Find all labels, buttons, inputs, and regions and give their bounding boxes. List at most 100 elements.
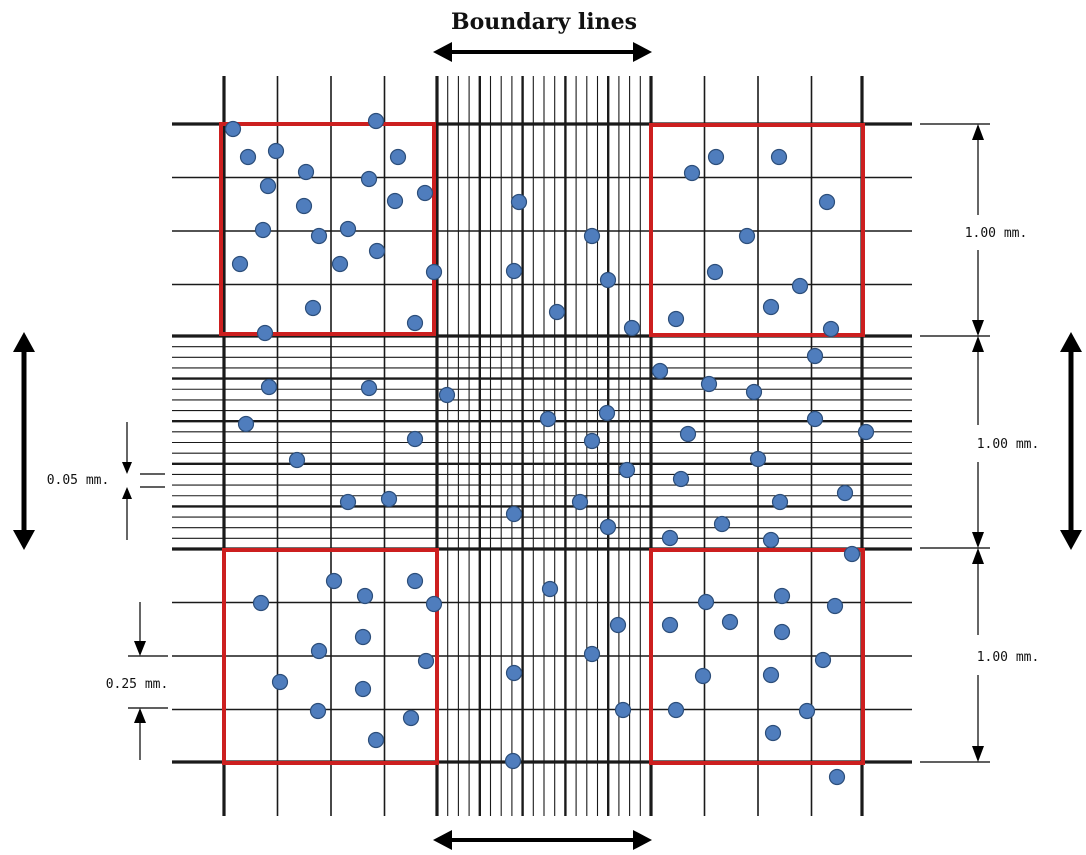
cell-dot: [310, 642, 328, 660]
cell-dot: [425, 595, 443, 613]
cell-dot: [836, 484, 854, 502]
cell-dot: [857, 423, 875, 441]
dimension-label-bottom: 1.00 mm.: [977, 650, 1040, 665]
cell-dot: [254, 221, 272, 239]
cell-dot: [360, 379, 378, 397]
cell-dot: [773, 587, 791, 605]
cell-dot: [583, 645, 601, 663]
cell-dot: [267, 142, 285, 160]
cell-dot: [386, 192, 404, 210]
cell-dot: [843, 545, 861, 563]
counting-square-top-right: [649, 123, 865, 337]
cell-dot: [417, 652, 435, 670]
cell-dot: [252, 594, 270, 612]
cell-dot: [661, 616, 679, 634]
cell-dot: [806, 410, 824, 428]
cell-dot: [791, 277, 809, 295]
cell-dot: [510, 193, 528, 211]
cell-dot: [339, 493, 357, 511]
cell-dot: [288, 451, 306, 469]
cell-dot: [505, 664, 523, 682]
cell-dot: [749, 450, 767, 468]
cell-dot: [618, 461, 636, 479]
double-arrow-horizontal-icon: [433, 42, 652, 62]
cell-dot: [771, 493, 789, 511]
cells: [224, 112, 875, 786]
double-arrow-vertical-icon: [13, 332, 35, 550]
cell-dot: [822, 320, 840, 338]
cell-dot: [367, 112, 385, 130]
cell-dot: [354, 628, 372, 646]
cell-dot: [683, 164, 701, 182]
cell-dot: [539, 410, 557, 428]
cell-dot: [764, 724, 782, 742]
cell-dot: [694, 667, 712, 685]
cell-dot: [721, 613, 739, 631]
cell-dot: [406, 430, 424, 448]
counting-grid: [172, 76, 912, 816]
cell-dot: [259, 177, 277, 195]
cell-dot: [598, 404, 616, 422]
cell-dot: [438, 386, 456, 404]
double-arrow-vertical-icon: [1060, 332, 1082, 550]
cell-dot: [260, 378, 278, 396]
cell-dot: [599, 271, 617, 289]
cell-dot: [297, 163, 315, 181]
dimension-markers-right: [920, 123, 990, 763]
cell-dot: [826, 597, 844, 615]
cell-dot: [367, 731, 385, 749]
cell-dot: [623, 319, 641, 337]
cell-dot: [828, 768, 846, 786]
cell-dot: [304, 299, 322, 317]
cell-dot: [406, 572, 424, 590]
cell-dot: [256, 324, 274, 342]
cell-dot: [541, 580, 559, 598]
cell-dot: [325, 572, 343, 590]
cell-dot: [339, 220, 357, 238]
cell-dot: [773, 623, 791, 641]
cell-dot: [504, 752, 522, 770]
double-arrow-horizontal-icon: [433, 830, 652, 850]
counting-square-bottom-right: [649, 548, 865, 765]
cell-dot: [806, 347, 824, 365]
dimension-label-top: 1.00 mm.: [965, 226, 1028, 241]
cell-dot: [700, 375, 718, 393]
cell-dot: [571, 493, 589, 511]
cell-dot: [389, 148, 407, 166]
cell-dot: [679, 425, 697, 443]
counting-square-top-left: [219, 122, 436, 336]
cell-dot: [713, 515, 731, 533]
cell-dot: [738, 227, 756, 245]
cell-dot: [416, 184, 434, 202]
boundary-lines-title: Boundary lines: [451, 9, 637, 35]
cell-dot: [271, 673, 289, 691]
cell-dot: [406, 314, 424, 332]
cell-dot: [814, 651, 832, 669]
cell-dot: [237, 415, 255, 433]
cell-dot: [354, 680, 372, 698]
cell-dot: [762, 531, 780, 549]
dimension-label-quarter: 0.25 mm.: [106, 677, 169, 692]
cell-dot: [425, 263, 443, 281]
cell-dot: [583, 227, 601, 245]
cell-dot: [818, 193, 836, 211]
cell-dot: [309, 702, 327, 720]
cell-dot: [651, 362, 669, 380]
cell-dot: [706, 263, 724, 281]
cell-dot: [310, 227, 328, 245]
cell-dot: [380, 490, 398, 508]
cell-dot: [583, 432, 601, 450]
cell-dot: [672, 470, 690, 488]
cell-dot: [368, 242, 386, 260]
cell-dot: [295, 197, 313, 215]
dimension-label-middle: 1.00 mm.: [977, 437, 1040, 452]
cell-dot: [231, 255, 249, 273]
cell-dot: [707, 148, 725, 166]
cell-dot: [697, 593, 715, 611]
cell-dot: [224, 120, 242, 138]
cell-dot: [609, 616, 627, 634]
cell-dot: [402, 709, 420, 727]
cell-dot: [505, 505, 523, 523]
cell-dot: [599, 518, 617, 536]
